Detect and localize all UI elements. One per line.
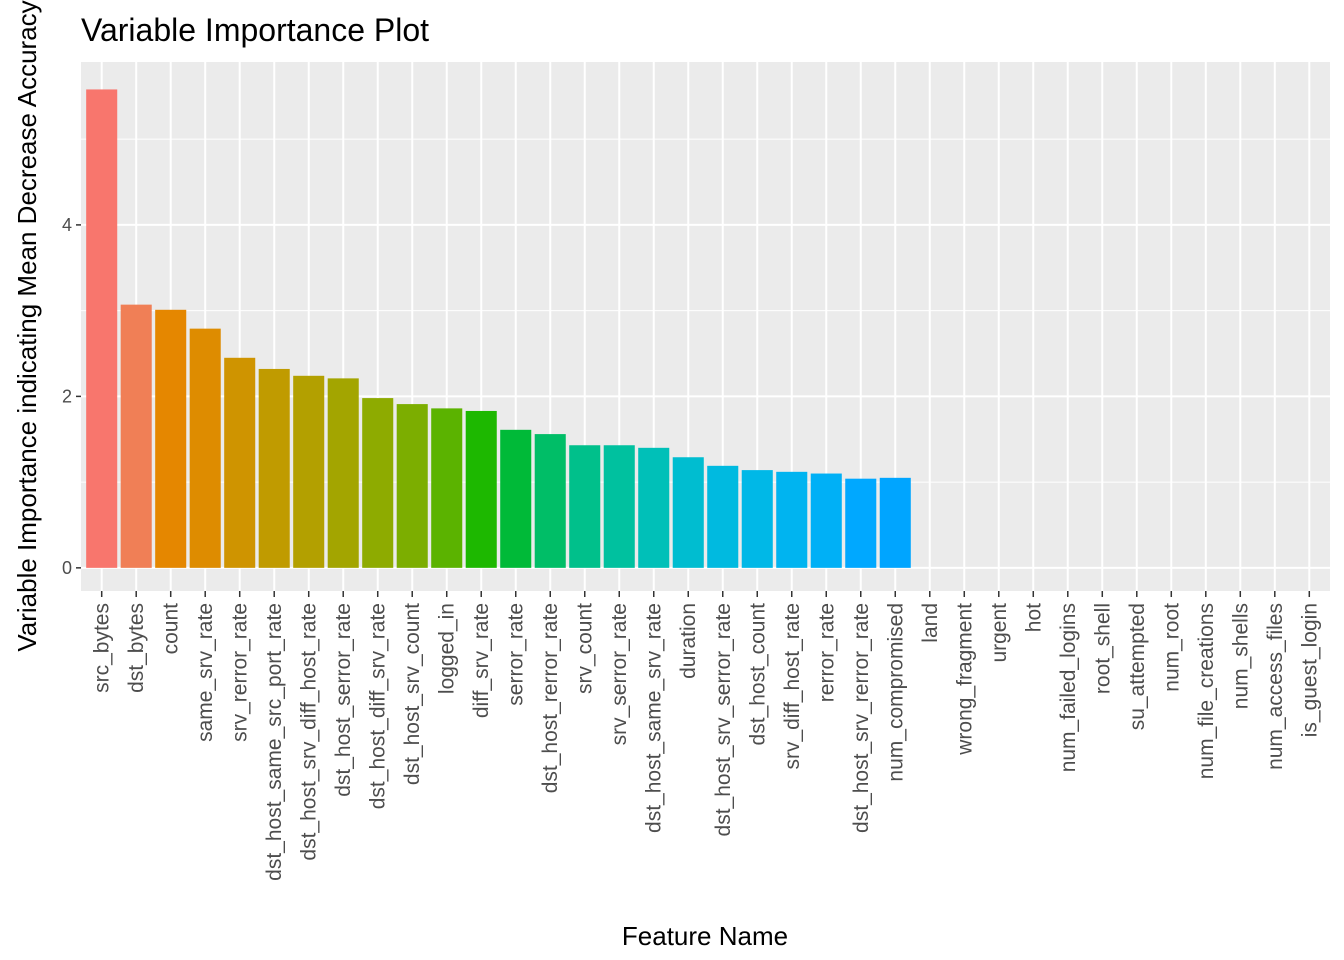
- x-axis-title: Feature Name: [622, 921, 788, 951]
- x-tick-label: root_shell: [1091, 603, 1114, 694]
- x-tick-label: dst_host_count: [746, 603, 769, 746]
- x-tick-label: dst_bytes: [125, 603, 148, 693]
- x-tick-label: diff_srv_rate: [470, 603, 493, 718]
- bar-dst-host-srv-rerror-rate: [845, 478, 877, 568]
- x-tick-label: count: [160, 603, 183, 655]
- x-tick-label: dst_host_same_srv_rate: [643, 603, 666, 833]
- y-axis: 0 2 4: [62, 215, 81, 578]
- x-tick-label: land: [919, 603, 942, 643]
- y-tick-label: 2: [62, 386, 72, 406]
- bar-num-compromised: [879, 477, 911, 568]
- bars: [86, 89, 911, 568]
- bar-logged-in: [431, 408, 463, 568]
- bar-dst-host-count: [741, 470, 773, 568]
- x-tick-label: dst_host_srv_diff_host_rate: [298, 603, 321, 861]
- x-tick-label: num_compromised: [884, 603, 907, 782]
- x-tick-label: num_shells: [1229, 603, 1252, 709]
- x-tick-label: su_attempted: [1126, 603, 1149, 730]
- bar-serror-rate: [500, 429, 532, 568]
- y-tick-label: 0: [62, 558, 72, 578]
- bar-same-srv-rate: [189, 328, 221, 568]
- bar-srv-serror-rate: [603, 445, 635, 568]
- bar-dst-bytes: [120, 304, 152, 568]
- x-tick-label: dst_host_serror_rate: [332, 603, 355, 797]
- x-tick-label: srv_count: [574, 603, 597, 694]
- bar-dst-host-same-src-port-rate: [258, 368, 290, 568]
- x-tick-label: rerror_rate: [815, 603, 838, 702]
- x-tick-label: num_root: [1160, 603, 1183, 692]
- bar-count: [155, 309, 187, 568]
- x-tick-label: is_guest_login: [1298, 603, 1321, 737]
- bar-dst-host-srv-serror-rate: [707, 465, 739, 568]
- x-tick-label: wrong_fragment: [953, 603, 976, 756]
- bar-dst-host-same-srv-rate: [638, 447, 670, 568]
- x-tick-label: srv_rerror_rate: [229, 603, 252, 742]
- bar-src-bytes: [86, 89, 118, 568]
- x-tick-label: dst_host_same_src_port_rate: [263, 603, 286, 881]
- y-tick-label: 4: [62, 215, 72, 235]
- x-tick-label: srv_diff_host_rate: [781, 603, 804, 770]
- bar-dst-host-serror-rate: [327, 378, 359, 568]
- x-tick-label: src_bytes: [91, 603, 114, 693]
- x-tick-label: dst_host_rerror_rate: [539, 603, 562, 793]
- x-tick-label: urgent: [988, 603, 1011, 663]
- x-tick-label: srv_serror_rate: [608, 603, 631, 745]
- x-tick-label: serror_rate: [505, 603, 528, 706]
- chart-title: Variable Importance Plot: [81, 12, 429, 48]
- bar-srv-count: [569, 445, 601, 568]
- x-tick-label: dst_host_diff_srv_rate: [367, 603, 390, 809]
- x-tick-label: duration: [677, 603, 700, 679]
- y-axis-title: Variable Importance indicating Mean Decr…: [12, 0, 42, 651]
- bar-dst-host-srv-diff-host-rate: [293, 375, 325, 568]
- x-tick-label: hot: [1022, 603, 1045, 632]
- x-tick-label: dst_host_srv_rerror_rate: [850, 603, 873, 833]
- x-tick-label: num_failed_logins: [1057, 603, 1080, 772]
- x-tick-label: dst_host_srv_count: [401, 603, 424, 785]
- bar-srv-rerror-rate: [224, 357, 256, 568]
- x-tick-label: logged_in: [436, 603, 459, 694]
- bar-dst-host-diff-srv-rate: [362, 398, 394, 568]
- bar-duration: [672, 457, 704, 568]
- x-tick-label: same_srv_rate: [194, 603, 217, 742]
- bar-diff-srv-rate: [465, 410, 497, 568]
- x-axis: src_bytes dst_bytes count same_srv_rate srv_…: [91, 591, 1321, 881]
- x-tick-label: num_file_creations: [1195, 603, 1218, 779]
- bar-dst-host-rerror-rate: [534, 434, 566, 568]
- bar-dst-host-srv-count: [396, 404, 428, 568]
- bar-srv-diff-host-rate: [776, 471, 808, 568]
- x-tick-label: num_access_files: [1264, 603, 1287, 770]
- bar-rerror-rate: [810, 473, 842, 568]
- x-tick-label: dst_host_srv_serror_rate: [712, 603, 735, 836]
